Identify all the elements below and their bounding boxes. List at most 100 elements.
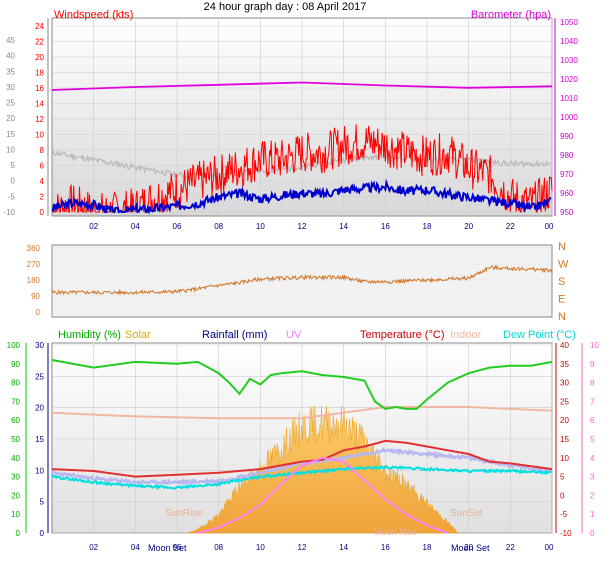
uv-tick-label: 3 (590, 473, 595, 482)
barometer-legend: Barometer (hpa) (471, 9, 551, 21)
humidity-tick-label: 40 (11, 454, 20, 463)
rainfall-tick-label: 30 (35, 341, 44, 350)
windspeed-tick-label: 10 (35, 131, 44, 140)
temperature-tick-label: 15 (560, 435, 569, 444)
indoor-legend: Indoor (450, 329, 482, 341)
wind-x-tick-label: 22 (506, 222, 515, 231)
outer-tick-label: 25 (6, 99, 15, 108)
direction-tick-label: 270 (27, 260, 41, 269)
wind-x-tick-label: 20 (464, 222, 473, 231)
solar-legend: Solar (125, 329, 151, 341)
uv-tick-label: 8 (590, 379, 595, 388)
windspeed-line (51, 124, 553, 213)
page-title: 24 hour graph day : 08 April 2017 (204, 1, 367, 13)
compass-tick-label: N (558, 241, 566, 253)
windspeed-tick-label: 24 (35, 22, 44, 31)
windspeed-tick-label: 0 (40, 208, 45, 217)
rainfall-tick-label: 0 (40, 529, 45, 538)
barometer-tick-label: 990 (560, 132, 574, 141)
windspeed-tick-label: 18 (35, 69, 44, 78)
direction-tick-label: 360 (27, 244, 41, 253)
compass-tick-label: W (558, 259, 569, 271)
outer-tick-label: 45 (6, 36, 15, 45)
moonrise-label: Moon Rise (374, 527, 417, 537)
windspeed-tick-label: 14 (35, 100, 44, 109)
windspeed-tick-label: 12 (35, 115, 44, 124)
temperature-x-tick-label: 10 (256, 543, 265, 552)
wind-x-tick-label: 14 (339, 222, 348, 231)
barometer-tick-label: 1010 (560, 94, 578, 103)
rainfall-tick-label: 25 (35, 372, 44, 381)
temperature-x-tick-label: 06 (173, 543, 182, 552)
outer-tick-label: 35 (6, 67, 15, 76)
compass-tick-label: N (558, 311, 566, 323)
barometer-tick-label: 960 (560, 189, 574, 198)
windspeed-tick-label: 22 (35, 38, 44, 47)
windspeed-tick-label: 8 (40, 146, 45, 155)
dewpoint-legend: Dew Point (°C) (503, 329, 576, 341)
outer-tick-label: 0 (11, 177, 16, 186)
humidity-line (51, 359, 553, 410)
outer-tick-label: 15 (6, 130, 15, 139)
direction-tick-label: 180 (27, 276, 41, 285)
temperature-x-tick-label: 20 (464, 543, 473, 552)
wind-direction-line (51, 264, 553, 296)
outer-tick-label: -10 (3, 208, 15, 217)
outer-tick-label: -5 (8, 192, 16, 201)
barometer-tick-label: 1050 (560, 18, 578, 27)
lavender-line (50, 446, 553, 487)
rainfall-tick-label: 15 (35, 435, 44, 444)
barometer-tick-label: 980 (560, 151, 574, 160)
barometer-tick-label: 970 (560, 170, 574, 179)
temperature-x-tick-label: 22 (506, 543, 515, 552)
humidity-tick-label: 20 (11, 491, 20, 500)
rainfall-tick-label: 20 (35, 404, 44, 413)
wind-x-tick-label: 12 (298, 222, 307, 231)
wind-low-line (51, 178, 552, 215)
sunrise-label: SunRise (165, 508, 203, 519)
rainfall-tick-label: 5 (40, 498, 45, 507)
barometer-tick-label: 1000 (560, 113, 578, 122)
outer-tick-label: 5 (11, 161, 16, 170)
uv-tick-label: 6 (590, 416, 595, 425)
temperature-x-tick-label: 16 (381, 543, 390, 552)
temperature-legend: Temperature (°C) (360, 329, 444, 341)
temperature-tick-label: 25 (560, 397, 569, 406)
wind-x-tick-label: 04 (131, 222, 140, 231)
wind-x-tick-label: 16 (381, 222, 390, 231)
uv-line (197, 456, 449, 534)
outer-tick-label: 30 (6, 83, 15, 92)
outer-tick-label: 40 (6, 52, 15, 61)
temperature-tick-label: -10 (560, 529, 572, 538)
temperature-tick-label: 35 (560, 360, 569, 369)
windspeed-tick-label: 4 (40, 177, 45, 186)
temperature-x-tick-label: 18 (423, 543, 432, 552)
compass-tick-label: S (558, 276, 565, 288)
moonset-label: Moon Set (148, 543, 187, 553)
humidity-tick-label: 50 (11, 435, 20, 444)
temperature-tick-label: 10 (560, 454, 569, 463)
outer-tick-label: 20 (6, 114, 15, 123)
humidity-legend: Humidity (%) (58, 329, 121, 341)
temperature-x-tick-label: 04 (131, 543, 140, 552)
uv-tick-label: 10 (590, 341, 599, 350)
wind-x-tick-label: 02 (89, 222, 98, 231)
uv-tick-label: 5 (590, 435, 595, 444)
rainfall-legend: Rainfall (mm) (202, 329, 267, 341)
wind-x-tick-label: 08 (214, 222, 223, 231)
moonset-label-2: Moon Set (451, 543, 490, 553)
temperature-x-tick-label: 12 (298, 543, 307, 552)
barometer-tick-label: 1030 (560, 56, 578, 65)
temperature-line (51, 439, 553, 478)
temperature-tick-label: 5 (560, 473, 565, 482)
compass-tick-label: E (558, 294, 565, 306)
windspeed-tick-label: 16 (35, 84, 44, 93)
wind-x-tick-label: 06 (173, 222, 182, 231)
outer-tick-label: 10 (6, 145, 15, 154)
humidity-tick-label: 30 (11, 473, 20, 482)
temperature-tick-label: -5 (560, 510, 568, 519)
wind-direction-plot-area (51, 244, 553, 318)
rainfall-tick-label: 10 (35, 466, 44, 475)
uv-tick-label: 1 (590, 510, 595, 519)
wind-x-tick-label: 18 (423, 222, 432, 231)
